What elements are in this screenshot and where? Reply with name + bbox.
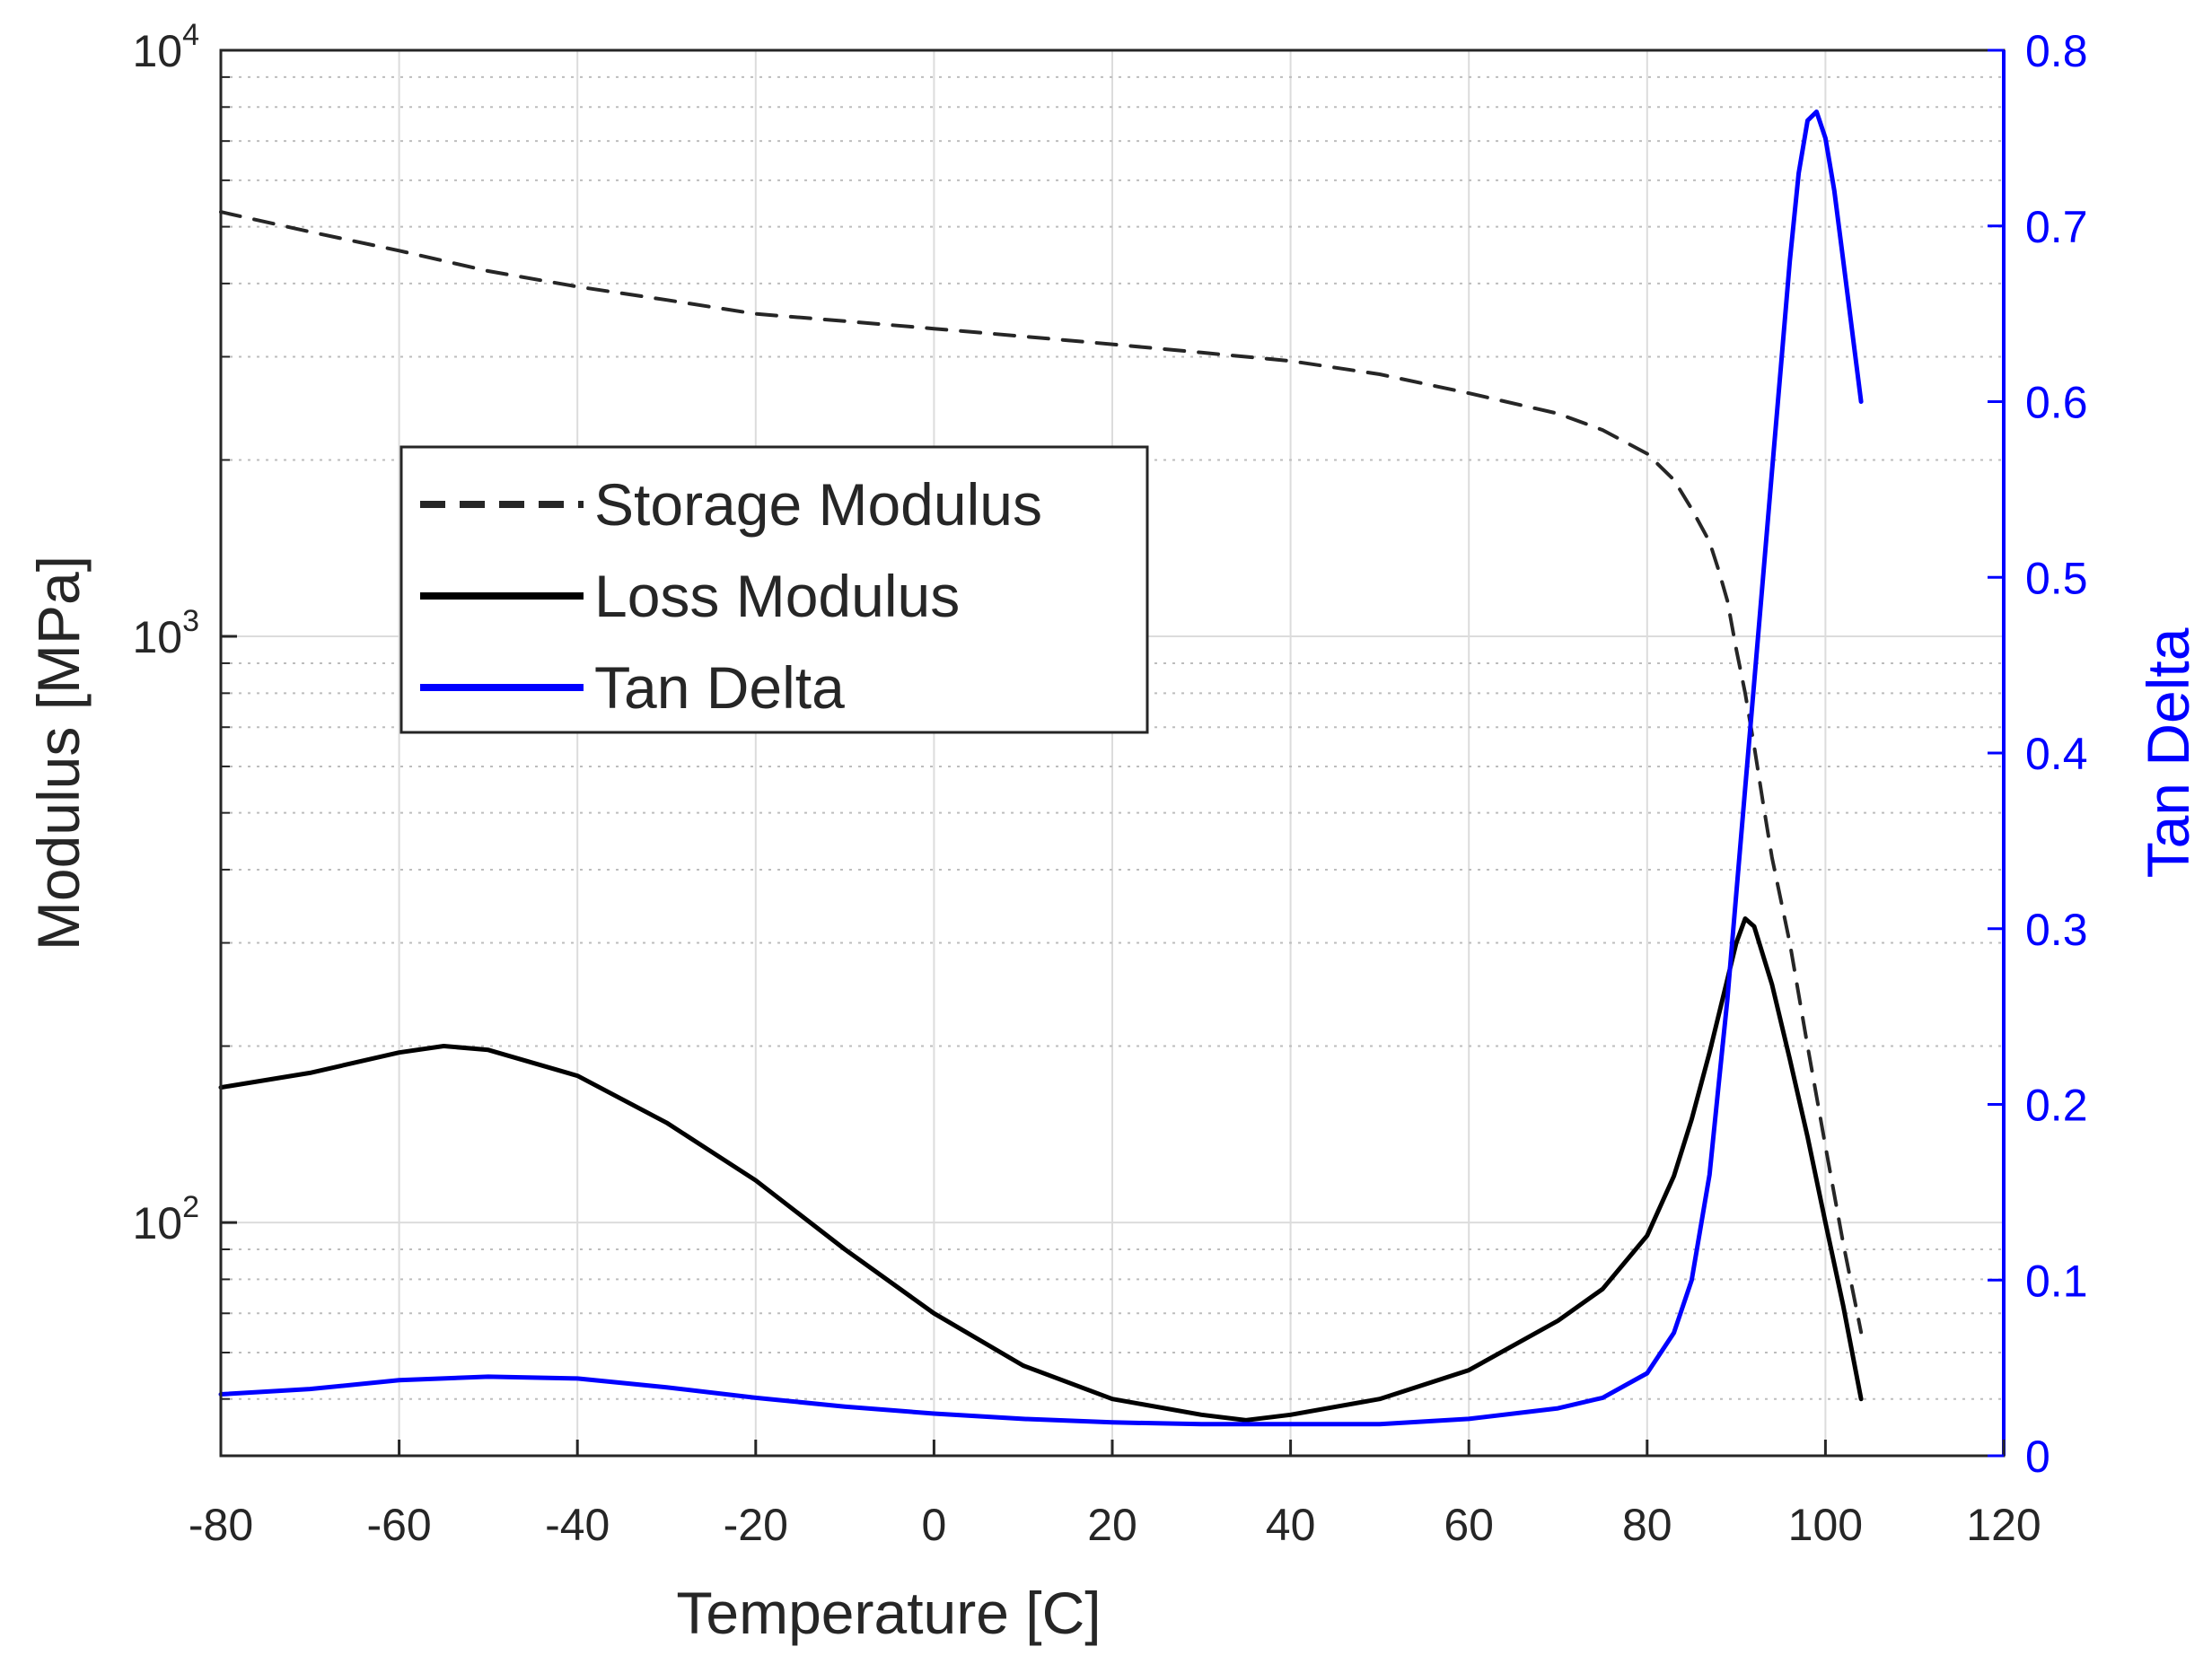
x-tick-label-0: -80 [189,1500,253,1550]
y-right-tick-label-4: 0.4 [2025,729,2088,779]
y-left-tick-label-0: 102 [132,1190,199,1248]
y-left-axis-label: Modulus [MPa] [25,556,92,950]
legend-label-storage: Storage Modulus [594,471,1042,538]
x-tick-label-1: -60 [366,1500,431,1550]
x-tick-label-4: 0 [921,1500,946,1550]
x-tick-label-8: 80 [1622,1500,1672,1550]
y-left-tick-base-1: 10 [132,612,182,662]
y-left-tick-exponent-2: 4 [182,18,199,52]
legend: Storage Modulus Loss Modulus Tan Delta [399,445,1149,734]
loss-modulus-line [218,916,1864,1423]
y-right-tick-label-6: 0.6 [2025,378,2088,428]
y-left-tick-exponent-1: 3 [182,604,199,638]
y-right-tick-label-0: 0 [2025,1432,2050,1482]
storage-modulus-line [219,210,1864,1335]
y-left-tick-base-2: 10 [132,26,182,76]
y-right-tick-label-3: 0.3 [2025,905,2088,955]
x-tick-label-3: -20 [724,1500,788,1550]
y-left-tick-label-2: 104 [132,18,199,76]
x-tick-label-6: 40 [1266,1500,1316,1550]
y-left-tick-label-1: 103 [132,604,199,662]
y-right-tick-label-2: 0.2 [2025,1081,2088,1131]
legend-label-tan: Tan Delta [594,654,845,721]
y-right-tick-label-5: 0.5 [2025,553,2088,603]
x-tick-label-9: 100 [1788,1500,1863,1550]
y-right-tick-label-7: 0.7 [2025,202,2088,252]
x-axis-label: Temperature [C] [676,1580,1101,1646]
y-left-tick-exponent-0: 2 [182,1190,199,1224]
x-tick-label-7: 60 [1444,1500,1494,1550]
ticks: -80 -60 -40 -20 0 20 40 60 80 100 12010210310400.1… [132,18,2087,1550]
series-group [218,109,1864,1427]
y-left-tick-base-0: 10 [132,1198,182,1248]
tan-delta-line [218,109,1864,1427]
x-tick-label-2: -40 [545,1500,610,1550]
x-tick-label-10: 120 [1966,1500,2041,1550]
y-right-axis-label: Tan Delta [2135,627,2201,878]
y-right-tick-label-8: 0.8 [2025,26,2088,76]
y-right-tick-label-1: 0.1 [2025,1256,2088,1306]
x-tick-label-5: 20 [1087,1500,1137,1550]
legend-label-loss: Loss Modulus [594,563,960,629]
